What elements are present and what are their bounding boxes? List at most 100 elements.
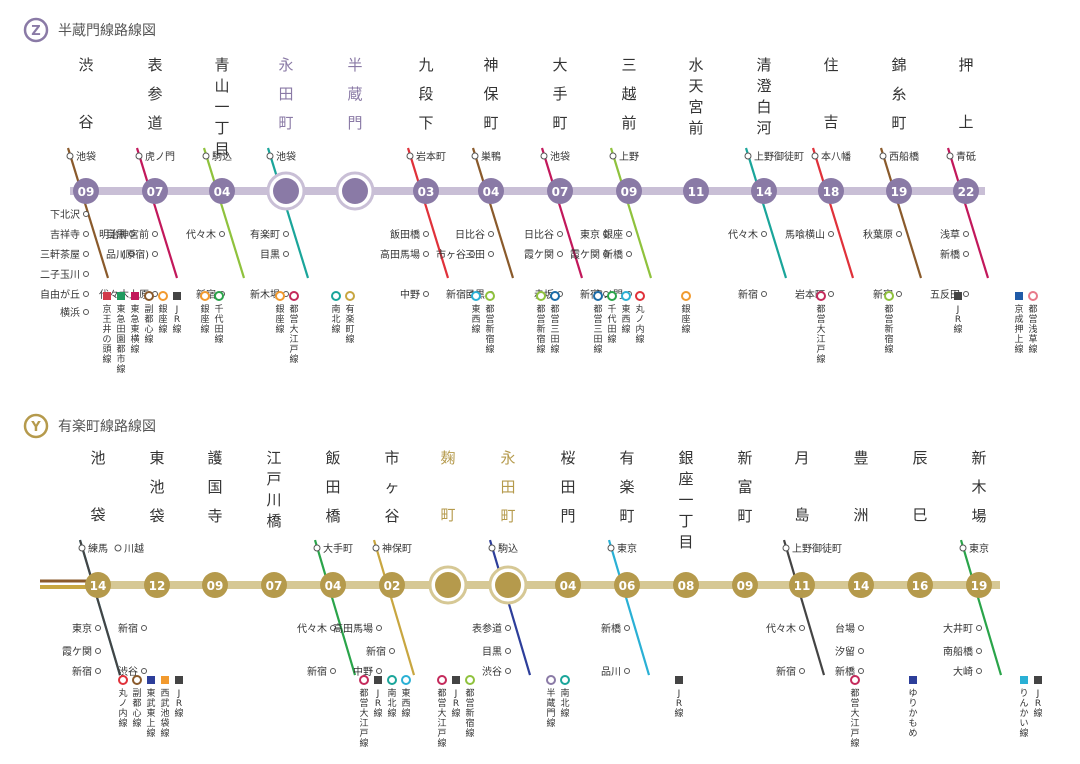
transfer-line xyxy=(609,147,653,279)
station-name-char: 辰 xyxy=(912,449,927,467)
transfer-station-label: 本八幡 xyxy=(821,150,851,163)
station-name-char: 麹 xyxy=(440,449,455,467)
station-name-char: 谷 xyxy=(78,113,93,131)
station-number: 04 xyxy=(560,579,577,593)
transfer-dot xyxy=(963,251,969,257)
transfer-station-label: 横浜 xyxy=(60,306,80,319)
legend-label: 都営大江戸線 xyxy=(289,304,298,365)
legend-circle xyxy=(546,675,556,685)
transfer-station-label: 大崎 xyxy=(953,665,973,678)
transfer-station-label: 新宿 xyxy=(72,665,92,678)
legend-square xyxy=(161,676,169,684)
legend-square xyxy=(1034,676,1042,684)
transfer-station-label: 練馬 xyxy=(88,542,108,555)
transfer-dot xyxy=(376,625,382,631)
legend-label: 都営三田線 xyxy=(550,304,559,355)
station-name-char: 田 xyxy=(500,478,515,496)
transfer-station-label: 台場 xyxy=(835,622,855,635)
transfer-dot xyxy=(313,544,321,552)
legend-label: 東西線 xyxy=(401,687,410,719)
transfer-dot xyxy=(963,291,969,297)
transfer-dot xyxy=(114,544,122,552)
transfer-dot xyxy=(83,291,89,297)
transfer-dot xyxy=(141,625,147,631)
station-name-char: 谷 xyxy=(384,507,399,525)
legend-label: 東急田園都市線 xyxy=(116,303,125,375)
hanzomon-title: 半蔵門線路線図 xyxy=(58,23,156,39)
transfer-dot xyxy=(976,648,982,654)
station-name-char: 富 xyxy=(737,478,752,496)
transfer-station-label: 新橋 xyxy=(835,665,855,678)
station-name-char: 町 xyxy=(619,507,634,525)
legend-circle xyxy=(1028,291,1038,301)
transfer-dot xyxy=(626,251,632,257)
transfer-dot xyxy=(976,668,982,674)
station-node xyxy=(273,178,299,204)
legend-square xyxy=(117,292,125,300)
station-name-char: 錦 xyxy=(891,56,906,74)
transfer-dot xyxy=(141,668,147,674)
station-node xyxy=(413,178,439,204)
transfer-station-label: 岩本町 xyxy=(416,150,446,163)
station-name-char: 一 xyxy=(214,98,229,116)
legend-circle xyxy=(635,291,645,301)
transfer-dot xyxy=(202,152,210,160)
transfer-station-label: 上野御徒町 xyxy=(754,150,804,163)
transfer-dot xyxy=(423,291,429,297)
legend-circle xyxy=(200,291,210,301)
transfer-dot xyxy=(129,231,135,237)
station-number: 06 xyxy=(619,579,636,593)
transfer-station-label: 汐留 xyxy=(835,645,855,658)
legend-label: 東西線 xyxy=(621,303,630,335)
transfer-dot xyxy=(283,251,289,257)
station-node xyxy=(435,572,461,598)
legend-circle xyxy=(144,291,154,301)
transfer-station-label: 虎ノ門 xyxy=(145,151,175,163)
station-name-char: 月 xyxy=(794,449,809,467)
transfer-station-label: 新橋 xyxy=(601,622,621,635)
legend-label: 有楽町線 xyxy=(345,303,354,345)
station-name-char: 三 xyxy=(621,56,636,74)
transfer-dot xyxy=(83,231,89,237)
station-number: 14 xyxy=(90,579,107,593)
station-name-char: 豊 xyxy=(853,449,868,467)
station-name-char: 江 xyxy=(266,449,281,467)
station-name-char: 参 xyxy=(147,85,162,103)
hanzomon-header: Z 半蔵門線路線図 xyxy=(23,17,156,43)
station-name-char: 田 xyxy=(560,478,575,496)
transfer-station-label: 五反田 xyxy=(930,289,960,301)
station-node xyxy=(555,572,581,598)
transfer-dot xyxy=(372,544,380,552)
station-node xyxy=(953,178,979,204)
transfer-dot xyxy=(607,544,615,552)
transfer-station-label: 三田 xyxy=(465,250,485,261)
transfer-dot xyxy=(976,625,982,631)
station-name-char: 半 xyxy=(347,56,362,74)
station-name-char: 宮 xyxy=(688,98,703,116)
transfer-station-label: 明治神宮前 xyxy=(99,228,149,241)
station-name-char: 橋 xyxy=(325,507,340,525)
transfer-line xyxy=(879,147,923,279)
station-number: 19 xyxy=(971,579,988,593)
transfer-dot xyxy=(811,152,819,160)
transfer-dot xyxy=(828,291,834,297)
transfer-station-label: 新木場 xyxy=(250,288,280,301)
station-number: 07 xyxy=(552,185,569,199)
station-number: 09 xyxy=(207,579,224,593)
transfer-dot xyxy=(609,152,617,160)
station-number: 09 xyxy=(78,185,95,199)
transfer-line xyxy=(78,539,122,676)
transfer-line xyxy=(488,539,532,676)
legend-circle xyxy=(214,291,224,301)
transfer-station-label: 上野御徒町 xyxy=(792,542,842,555)
station-number: 09 xyxy=(737,579,754,593)
legend-circle xyxy=(850,675,860,685)
transfer-line xyxy=(782,539,826,676)
legend-label: 東西線 xyxy=(471,303,480,335)
transfer-line xyxy=(607,539,651,676)
station-name-char: 目 xyxy=(678,533,693,551)
transfer-dot xyxy=(603,231,609,237)
